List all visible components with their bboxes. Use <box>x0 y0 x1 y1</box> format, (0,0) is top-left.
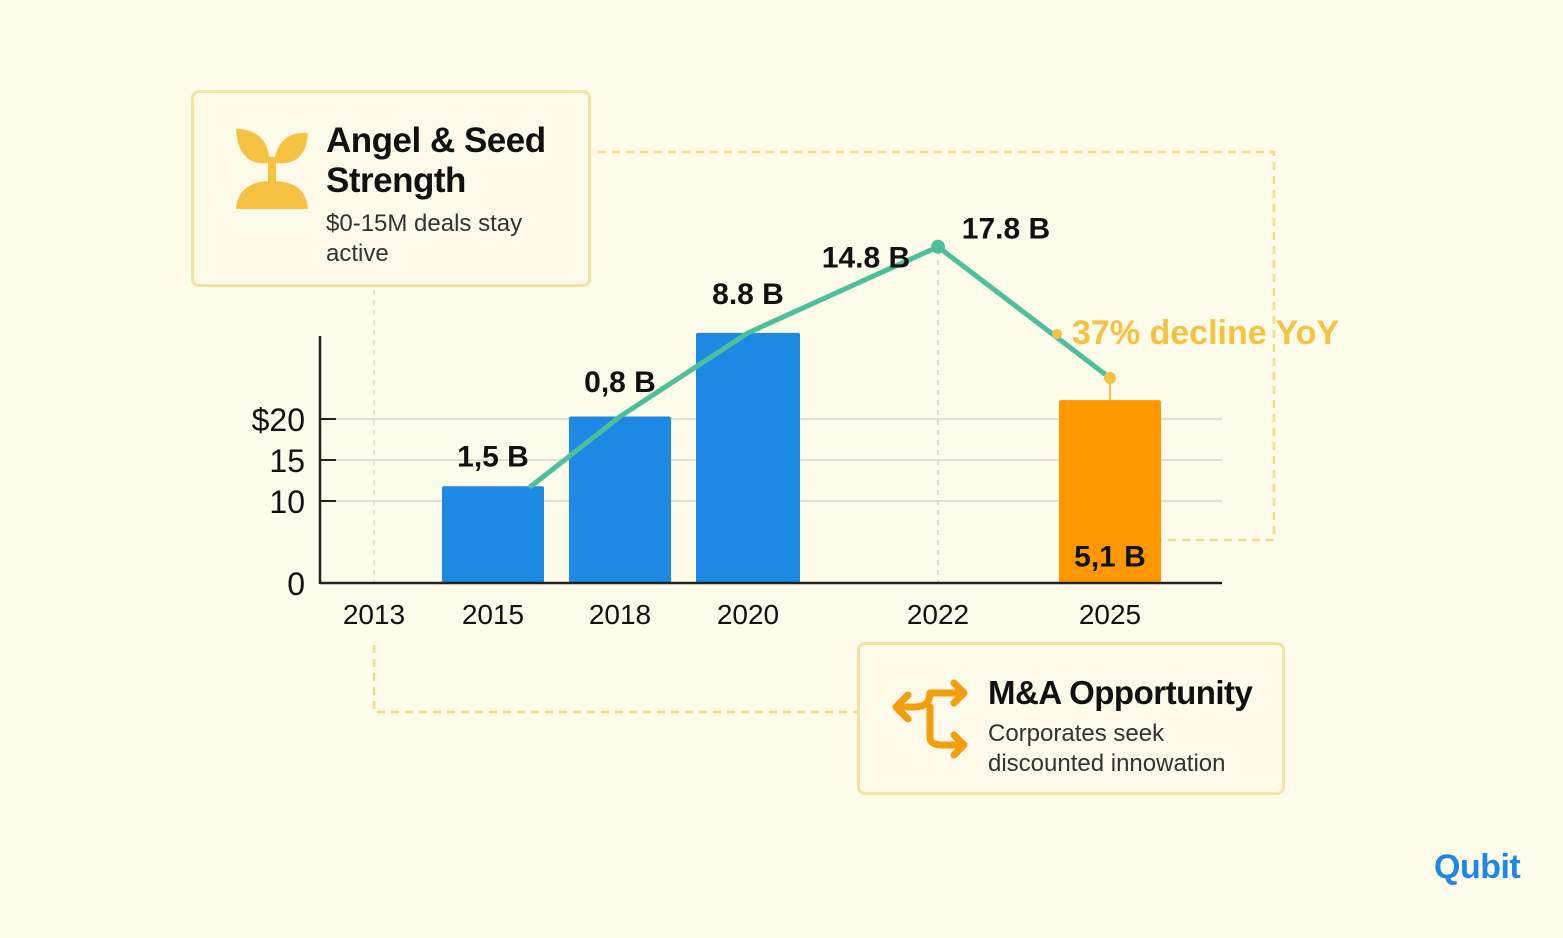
annotation-dot <box>1052 329 1062 339</box>
bars <box>442 332 1161 583</box>
x-tick-label: 2022 <box>907 599 969 630</box>
ma-card-title: M&A Opportunity <box>988 674 1253 711</box>
brand-logo: Qubit <box>1434 848 1521 886</box>
x-tick-label: 2018 <box>589 599 651 630</box>
data-label: 8.8 B <box>712 278 784 311</box>
sprout-icon <box>236 129 308 209</box>
x-tick-label: 2020 <box>717 599 779 630</box>
y-tick-label: 0 <box>287 566 305 602</box>
annotation: 37% decline YoY <box>1052 314 1339 401</box>
x-tick-label: 2013 <box>343 599 405 630</box>
angel-card-title: Angel & Seed Strength <box>326 121 546 200</box>
data-label: 5,1 B <box>1074 541 1146 574</box>
trend-line <box>528 239 1113 489</box>
y-tick-label: 15 <box>269 443 305 479</box>
axes: 0 10 15 $20 2013 2015 2018 2020 2022 2025 <box>252 336 1222 630</box>
bar-2020 <box>696 332 800 583</box>
y-tick-label: $20 <box>252 402 305 438</box>
ma-opportunity-card: M&A Opportunity Corporates seek discount… <box>857 642 1285 795</box>
data-label: 1,5 B <box>457 441 529 474</box>
bar-2015 <box>442 486 544 583</box>
peak-point <box>931 239 945 254</box>
angel-card-text: $0-15M deals stay active <box>326 210 523 267</box>
data-label: 0,8 B <box>584 366 656 399</box>
data-label: 14.8 B <box>822 241 910 274</box>
bar-2018 <box>569 416 671 583</box>
data-label: 17.8 B <box>962 213 1050 246</box>
ma-card-text: Corporates seek discounted innowation <box>988 720 1226 777</box>
connector-angel-to-2025 <box>598 150 1276 542</box>
y-tick-label: 10 <box>269 484 305 520</box>
end-point <box>1104 372 1116 384</box>
trend-line-path <box>528 244 1113 489</box>
data-labels: 1,5 B 0,8 B 8.8 B 14.8 B 17.8 B 5,1 B <box>457 213 1146 574</box>
x-tick-label: 2025 <box>1079 599 1141 630</box>
split-arrows-icon <box>892 679 968 759</box>
dashed-connectors <box>372 150 1276 714</box>
angel-seed-card: Angel & Seed Strength $0-15M deals stay … <box>191 90 591 287</box>
bar-2025 <box>1059 400 1161 583</box>
annotation-label: 37% decline YoY <box>1072 314 1339 352</box>
connector-ma-to-2013 <box>372 645 857 714</box>
x-tick-label: 2015 <box>462 599 524 630</box>
